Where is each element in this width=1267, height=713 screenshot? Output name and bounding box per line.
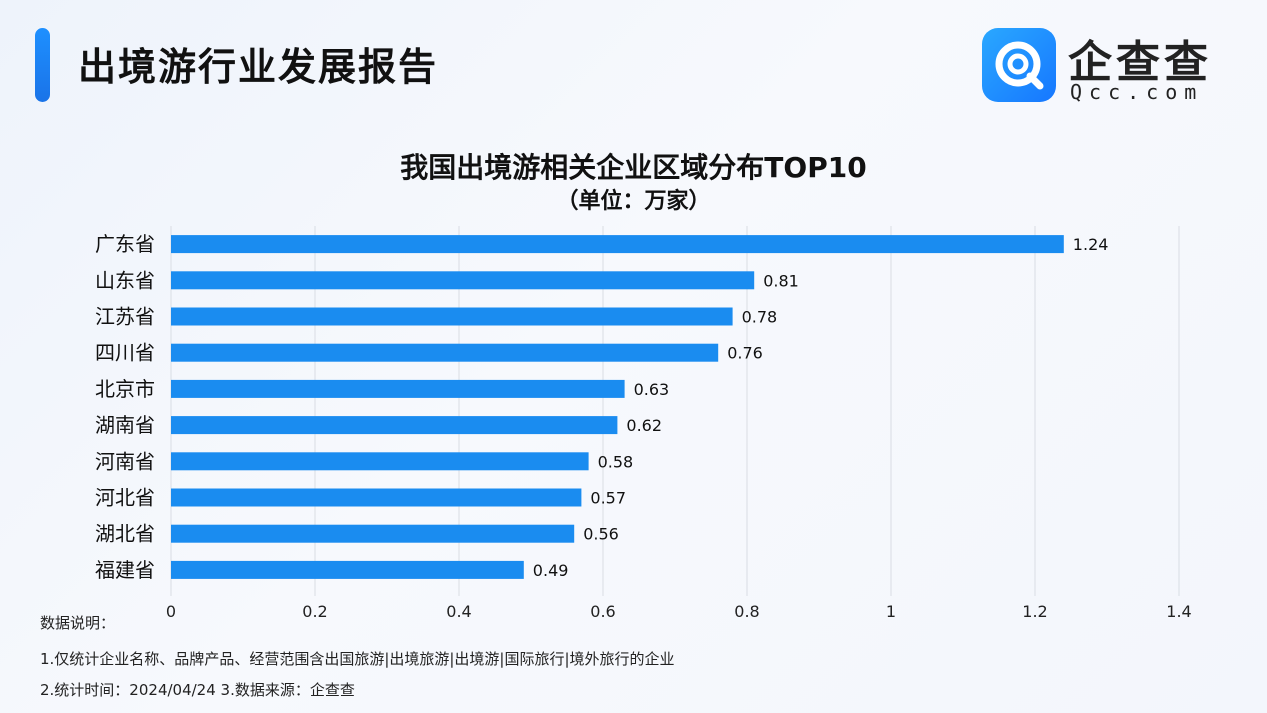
- value-label: 0.62: [626, 416, 662, 435]
- title-accent-bar: [35, 28, 50, 102]
- value-label: 0.81: [763, 271, 799, 290]
- category-label: 山东省: [95, 268, 155, 292]
- x-tick-label: 1.4: [1166, 602, 1191, 621]
- category-label: 四川省: [95, 341, 155, 365]
- x-tick-label: 0.2: [302, 602, 327, 621]
- bar: [171, 524, 575, 543]
- chart-subtitle: （单位：万家）: [556, 189, 711, 214]
- value-label: 0.57: [590, 489, 626, 508]
- category-label: 江苏省: [95, 305, 155, 329]
- category-label: 北京市: [95, 377, 155, 401]
- bar: [171, 452, 589, 471]
- x-tick-label: 0.6: [590, 602, 615, 621]
- value-label: 1.24: [1073, 235, 1109, 254]
- value-label: 0.56: [583, 525, 619, 544]
- x-tick-label: 0: [166, 602, 176, 621]
- qcc-logo: 企查查 Qcc.com: [982, 28, 1242, 104]
- x-tick-label: 0.8: [734, 602, 759, 621]
- bar: [171, 560, 524, 579]
- category-label: 湖北省: [95, 522, 155, 546]
- bar: [171, 416, 618, 435]
- x-tick-label: 1: [886, 602, 896, 621]
- value-label: 0.63: [634, 380, 670, 399]
- bar: [171, 488, 582, 507]
- bar: [171, 307, 733, 326]
- notes-heading: 数据说明：: [40, 614, 116, 632]
- logo-domain: Qcc.com: [1070, 80, 1204, 104]
- value-label: 0.58: [598, 452, 634, 471]
- bar: [171, 379, 625, 398]
- value-label: 0.78: [742, 308, 778, 327]
- category-label: 河北省: [95, 486, 155, 510]
- chart-title: 我国出境游相关企业区域分布TOP10: [400, 151, 867, 184]
- x-tick-label: 1.2: [1022, 602, 1047, 621]
- category-label: 湖南省: [95, 413, 155, 437]
- value-label: 0.49: [533, 561, 569, 580]
- category-label: 广东省: [95, 232, 155, 256]
- notes-line-1: 1.仅统计企业名称、品牌产品、经营范围含出国旅游|出境旅游|出境游|国际旅行|境…: [40, 650, 675, 668]
- qcc-logo-icon: [982, 28, 1056, 102]
- category-label: 福建省: [95, 558, 155, 582]
- bar: [171, 235, 1064, 254]
- x-tick-label: 0.4: [446, 602, 471, 621]
- bar: [171, 343, 719, 362]
- notes-line-2: 2.统计时间：2024/04/24 3.数据来源：企查查: [40, 681, 355, 699]
- report-title: 出境游行业发展报告: [78, 45, 439, 89]
- value-label: 0.76: [727, 344, 763, 363]
- category-label: 河南省: [95, 449, 155, 473]
- logo-name: 企查查: [1068, 37, 1212, 88]
- bar: [171, 271, 755, 290]
